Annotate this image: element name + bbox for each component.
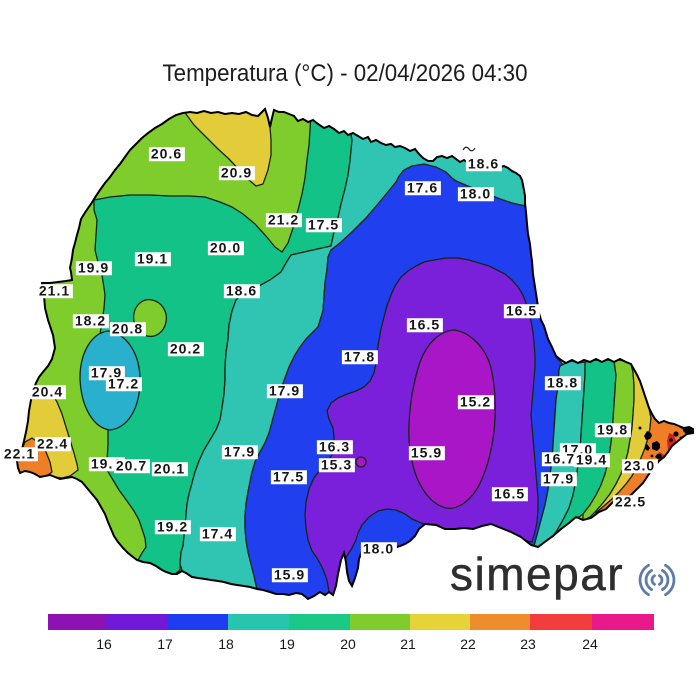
svg-text:23: 23 xyxy=(520,636,536,652)
svg-text:18: 18 xyxy=(218,636,234,652)
svg-text:17: 17 xyxy=(157,636,173,652)
svg-text:24: 24 xyxy=(582,636,598,652)
svg-text:16: 16 xyxy=(96,636,112,652)
svg-text:21: 21 xyxy=(400,636,416,652)
svg-text:19: 19 xyxy=(279,636,295,652)
svg-text:20: 20 xyxy=(340,636,356,652)
svg-text:22: 22 xyxy=(460,636,476,652)
